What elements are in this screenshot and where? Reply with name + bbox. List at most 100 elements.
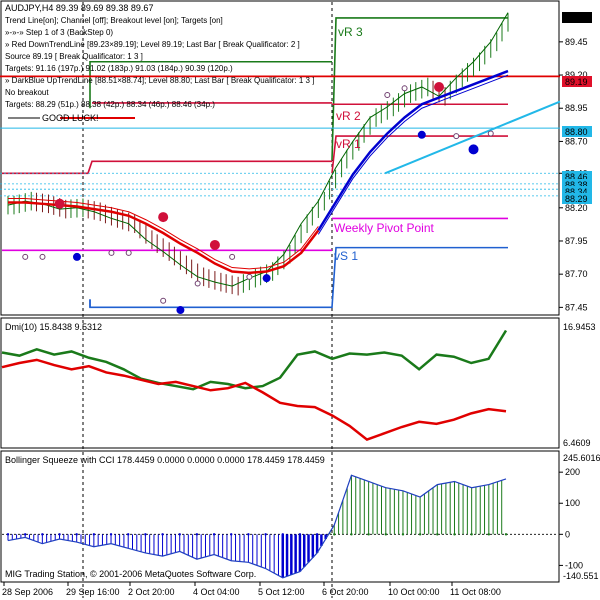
squeeze-dot: [109, 533, 113, 536]
price-box-bg: [562, 171, 592, 182]
squeeze-dot: [92, 533, 96, 536]
y-tick-label: 89.20: [565, 70, 588, 80]
price-box-label: 88.29: [565, 194, 588, 204]
price-box-label: 88.46: [565, 172, 588, 182]
close-line: [7, 12, 509, 287]
squeeze-dot: [195, 533, 199, 536]
price-box-bg: [562, 76, 592, 87]
symbol-line: AUDJPY,H4 89.39 89.69 89.38 89.67: [5, 3, 153, 13]
fractal-marker: [229, 253, 236, 260]
squeeze-dot: [504, 533, 508, 536]
price-box: 88.29: [562, 193, 592, 204]
fractal-marker: [108, 249, 115, 256]
level-old-r3: [89, 60, 332, 109]
squeeze-top-label: 245.6016: [563, 453, 600, 463]
y-tick-label: 88.20: [565, 203, 588, 213]
price-box-bg: [562, 179, 592, 190]
fractal-marker: [401, 85, 408, 92]
info-line: »-»-» Step 1 of 3 (BackStep 0): [5, 28, 113, 37]
fractal-marker: [246, 273, 253, 280]
signal-dot: [54, 198, 65, 209]
y-tick-label: 89.45: [565, 37, 588, 47]
squeeze-dot: [487, 533, 491, 536]
dmi-min-label: 6.4609: [563, 438, 591, 448]
y-tick-label: 87.45: [565, 302, 588, 312]
squeeze-dot: [178, 533, 181, 536]
price-box-label: 89.67: [565, 13, 588, 23]
squeeze-dot: [453, 533, 456, 536]
signal-dot: [176, 306, 185, 315]
y-tick-label: 88.70: [565, 136, 588, 146]
x-tick-label: 10 Oct 00:00: [388, 587, 440, 597]
squeeze-pane: [2, 474, 558, 579]
price-box-label: 88.38: [565, 180, 588, 190]
info-line: Trend Line[on]; Channel [off]; Breakout …: [5, 16, 223, 25]
squeeze-dot: [401, 533, 405, 536]
level-label-r2: vR 2: [336, 109, 361, 123]
price-box-bg: [562, 12, 592, 23]
squeeze-dot: [247, 533, 250, 536]
fractal-marker: [22, 253, 29, 260]
x-tick-label: 5 Oct 12:00: [258, 587, 305, 597]
level-old-r: [2, 160, 332, 175]
dmi-max-label: 16.9453: [563, 322, 596, 332]
dmi-minus-line: [1, 358, 507, 442]
info-lines: Trend Line[on]; Channel [off]; Breakout …: [5, 16, 314, 109]
squeeze-dot: [144, 533, 147, 536]
level-label-r1: vR 1: [336, 137, 361, 151]
squeeze-y-tick-label: 100: [565, 498, 580, 508]
signal-dot: [72, 252, 81, 261]
x-tick-label: 6 Oct 20:00: [322, 587, 369, 597]
dmi-pane-frame: [0, 317, 560, 449]
signal-dot: [262, 274, 271, 283]
price-box: 88.80: [562, 126, 592, 137]
signal-dot: [209, 239, 220, 250]
price-box: 88.34: [562, 186, 592, 197]
fractal-marker: [487, 130, 494, 137]
squeeze-dot: [6, 533, 10, 536]
squeeze-dot: [127, 533, 130, 536]
x-tick-label: 11 Oct 08:00: [450, 587, 501, 597]
fractal-marker: [453, 133, 460, 140]
price-box: 88.46: [562, 171, 592, 182]
ma-line-up-2: [317, 74, 509, 235]
squeeze-dot: [333, 533, 336, 536]
squeeze-y-tick-label: 0: [565, 529, 570, 539]
price-box: 89.67: [562, 12, 592, 23]
squeeze-dot: [212, 533, 216, 536]
level-s1: [89, 246, 508, 309]
squeeze-dot: [41, 533, 44, 536]
cci-line: [7, 474, 507, 579]
price-box: 89.19: [562, 76, 592, 87]
info-line: Targets: 88.29 (51p.) 88.38 (42p.) 88.34…: [5, 100, 215, 109]
y-tick-label: 87.95: [565, 236, 588, 246]
footer-copyright: MIG Trading Station, © 2001-2006 MetaQuo…: [5, 569, 256, 579]
signal-dot: [158, 212, 169, 223]
uptrend-line: [384, 100, 561, 175]
squeeze-dot: [298, 533, 302, 536]
squeeze-dot: [264, 533, 267, 536]
squeeze-y-tick-label: 200: [565, 467, 580, 477]
dmi-title: Dmi(10) 15.8438 9.5312: [5, 322, 102, 332]
info-line: Source 89.19 [ Break Qualificator: 1 3 ]: [5, 52, 143, 61]
fractal-marker: [194, 280, 201, 287]
fractal-marker: [125, 249, 132, 256]
x-tick-label: 29 Sep 16:00: [66, 587, 120, 597]
level-label-r3: vR 3: [338, 25, 363, 39]
squeeze-dot: [418, 533, 422, 536]
squeeze-dot: [350, 533, 353, 536]
price-pane: [0, 2, 561, 598]
squeeze-dot: [470, 533, 473, 536]
squeeze-dot: [436, 533, 439, 536]
price-box-label: 88.80: [565, 127, 588, 137]
squeeze-dot: [161, 533, 164, 536]
squeeze-dot: [315, 533, 319, 536]
dmi-pane: [1, 329, 508, 442]
main-pane-frame: [0, 0, 560, 316]
squeeze-dot: [75, 533, 78, 536]
squeeze-y-tick-label: -100: [565, 560, 583, 570]
squeeze-bottom-label: -140.551: [563, 571, 599, 581]
fractal-marker: [384, 91, 391, 98]
